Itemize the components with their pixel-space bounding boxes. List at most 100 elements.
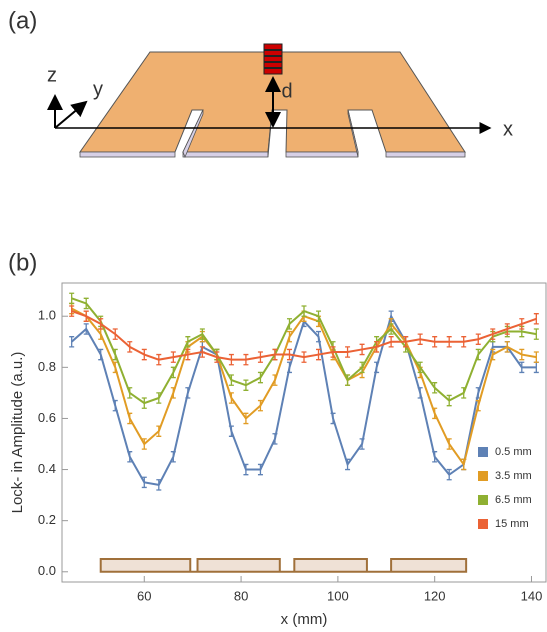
error-bar: [185, 387, 191, 399]
error-bar: [228, 392, 234, 404]
error-bar: [432, 382, 438, 394]
error-bar: [141, 348, 147, 361]
error-bar: [98, 348, 104, 361]
error-bar: [141, 438, 147, 450]
error-bar: [417, 361, 423, 374]
error-bar: [83, 310, 89, 322]
error-bar: [359, 438, 365, 450]
error-bar: [257, 351, 263, 363]
coil: [263, 43, 283, 75]
y-tick-label: 0.6: [38, 410, 56, 425]
legend-label: 15 mm: [495, 518, 529, 530]
error-bar: [243, 379, 249, 391]
error-bar: [504, 341, 510, 353]
error-bar: [301, 351, 307, 363]
error-bar: [330, 412, 336, 425]
error-bar: [286, 318, 292, 330]
error-bar: [446, 394, 452, 407]
error-bar: [461, 336, 467, 348]
error-bar: [403, 336, 409, 348]
error-bar: [170, 366, 176, 379]
error-bar: [69, 336, 75, 348]
error-bar: [127, 341, 133, 353]
error-bar: [170, 451, 176, 463]
error-bar: [228, 425, 234, 437]
error-bar: [475, 333, 481, 345]
error-bar: [374, 361, 380, 374]
error-bar: [345, 374, 351, 386]
error-bar: [112, 348, 118, 361]
error-bar: [185, 348, 191, 361]
x-tick-label: 100: [327, 588, 349, 603]
plot-frame: [61, 282, 547, 583]
error-bar: [446, 438, 452, 450]
error-bar: [69, 305, 75, 317]
error-bar: [257, 371, 263, 384]
y-tick-label: 0.2: [38, 512, 56, 527]
error-bar: [475, 348, 481, 361]
error-bar: [228, 353, 234, 366]
error-bar: [432, 336, 438, 348]
panel-label: (b): [8, 249, 37, 276]
error-bar: [345, 458, 351, 471]
error-bar: [127, 387, 133, 399]
error-bar: [141, 476, 147, 489]
error-bar: [519, 361, 525, 374]
error-bar: [98, 318, 104, 330]
error-bar: [388, 323, 394, 335]
error-bar: [156, 425, 162, 437]
error-bar: [257, 399, 263, 412]
error-bar: [461, 387, 467, 399]
error-bar: [272, 433, 278, 445]
error-bar: [388, 336, 394, 348]
error-bar: [417, 333, 423, 345]
error-bar: [127, 412, 133, 425]
error-bar: [417, 387, 423, 399]
error-bar: [185, 336, 191, 348]
error-bar: [519, 318, 525, 330]
error-bar: [504, 323, 510, 335]
error-bar: [156, 392, 162, 404]
error-bar: [156, 353, 162, 366]
x-tick-label: 80: [234, 588, 248, 603]
legend-label: 6.5 mm: [495, 494, 532, 506]
error-bar: [112, 361, 118, 374]
error-bar: [272, 374, 278, 386]
error-bar: [301, 305, 307, 317]
panel-label: (a): [8, 7, 37, 34]
error-bar: [243, 353, 249, 366]
error-bar: [257, 463, 263, 476]
x-tick-label: 60: [137, 588, 151, 603]
x-axis-label: x (mm): [281, 611, 328, 628]
y-tick-label: 1.0: [38, 308, 56, 323]
y-tick-label: 0.4: [38, 461, 56, 476]
error-bar: [112, 328, 118, 340]
error-bar: [533, 328, 539, 340]
x-tick-label: 140: [521, 588, 543, 603]
axes-arrows: [47, 76, 492, 134]
legend-swatch: [478, 519, 488, 529]
error-bar: [170, 351, 176, 363]
error-bar: [286, 348, 292, 361]
error-bar: [83, 323, 89, 335]
y-tick-label: 0.0: [38, 563, 56, 578]
axis-label: x: [503, 118, 513, 140]
error-bar: [345, 346, 351, 358]
error-bar: [490, 348, 496, 361]
error-bar: [519, 348, 525, 361]
y-axis-label: Lock- in Amplitude (a.u.): [9, 352, 26, 514]
error-bar: [286, 361, 292, 374]
axis-label: y: [93, 78, 103, 100]
error-bar: [432, 451, 438, 463]
legend-label: 3.5 mm: [495, 470, 532, 482]
error-bar: [330, 346, 336, 358]
error-bar: [446, 468, 452, 481]
legend-swatch: [478, 471, 488, 481]
error-bar: [374, 341, 380, 353]
error-bar: [127, 451, 133, 463]
error-bar: [243, 463, 249, 476]
error-bar: [156, 479, 162, 491]
error-bar: [228, 374, 234, 386]
error-bar: [112, 399, 118, 412]
